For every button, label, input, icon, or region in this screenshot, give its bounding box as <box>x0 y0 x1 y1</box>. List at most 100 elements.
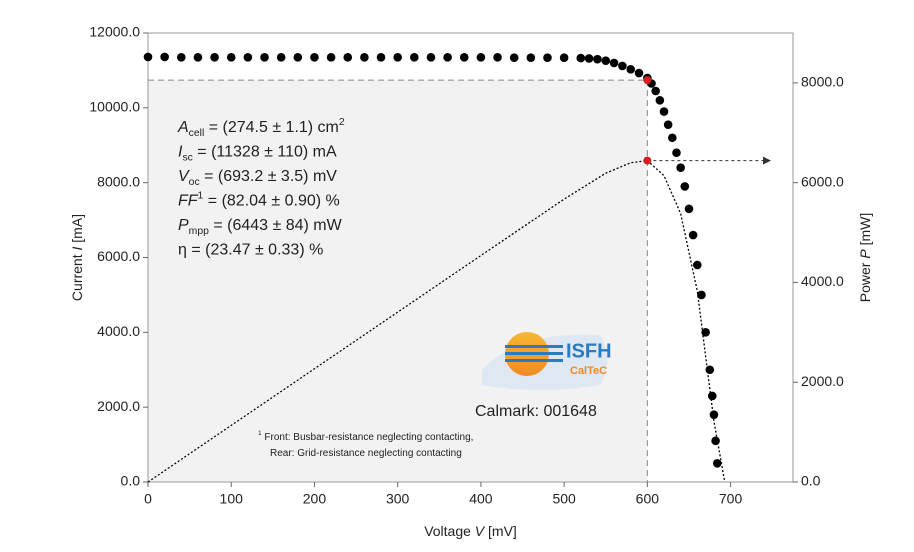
logo-stripe <box>505 352 563 355</box>
power-curve <box>147 159 726 483</box>
iv-point <box>260 53 269 62</box>
iv-point <box>684 204 694 214</box>
iv-point <box>326 53 336 62</box>
annotation-part: A <box>177 119 189 136</box>
annotation: Voc = (693.2 ± 3.5) mV <box>178 168 337 188</box>
iv-point <box>655 96 665 105</box>
x-tick-label: 100 <box>220 491 244 507</box>
iv-point <box>680 182 690 191</box>
iv-point <box>609 58 619 68</box>
logo-stripe <box>505 345 563 348</box>
y2-tick-label: 8000.0 <box>801 74 844 90</box>
y-tick-label: 10000.0 <box>89 99 140 115</box>
annotation-part: 1 <box>198 191 204 202</box>
iv-point <box>343 53 353 62</box>
iv-point <box>426 53 436 62</box>
y2-axis-title: Power P [mW] <box>857 213 873 302</box>
logo-name: ISFH <box>566 340 612 362</box>
annotation-part: η = (23.47 ± 0.33) % <box>178 242 323 259</box>
annotation-part: cell <box>189 128 205 139</box>
footnote-part: 1 <box>258 430 262 437</box>
iv-point <box>509 53 519 62</box>
y-axis-title-part: I <box>69 246 85 250</box>
y2-tick-label: 6000.0 <box>801 173 844 189</box>
iv-point <box>707 391 717 401</box>
iv-point <box>676 163 685 172</box>
annotation-part: sc <box>182 153 192 164</box>
iv-point <box>526 53 536 62</box>
annotation-part: 2 <box>339 117 345 128</box>
x-tick-label: 500 <box>552 491 576 507</box>
iv-point <box>543 53 552 62</box>
annotation: FF1 = (82.04 ± 0.90) % <box>178 191 340 210</box>
annotation-part: = (693.2 ± 3.5) mV <box>200 168 338 185</box>
x-tick-label: 600 <box>636 491 660 507</box>
y-tick-label: 4000.0 <box>97 323 140 339</box>
iv-point <box>688 230 698 240</box>
iv-point <box>376 53 386 62</box>
iv-point <box>459 53 469 62</box>
y2-axis-title-part: Power <box>857 259 873 303</box>
iv-point <box>576 53 586 63</box>
annotation-part: P <box>178 217 189 234</box>
calmark: Calmark: 001648 <box>475 403 597 420</box>
footnote-part: Rear: Grid-resistance neglecting contact… <box>270 448 462 459</box>
iv-point <box>634 68 644 78</box>
y-axis-title-part: [mA] <box>69 214 85 247</box>
logo-sub: CalTeC <box>570 365 607 377</box>
annotation-part: = (82.04 ± 0.90) % <box>203 193 339 210</box>
iv-point <box>360 53 369 62</box>
y-tick-label: 0.0 <box>121 473 141 489</box>
iv-point <box>659 107 669 116</box>
x-tick-label: 400 <box>469 491 493 507</box>
iv-point <box>668 133 677 143</box>
iv-point <box>210 53 219 62</box>
iv-point <box>584 54 594 63</box>
logo-stripe <box>505 359 563 362</box>
iv-point <box>243 53 253 62</box>
y2-tick-label: 2000.0 <box>801 373 844 389</box>
x-axis-title: Voltage V [mV] <box>424 523 517 539</box>
iv-point <box>672 148 681 158</box>
y-tick-label: 2000.0 <box>97 398 140 414</box>
annotation: Pmpp = (6443 ± 84) mW <box>178 217 343 237</box>
y2-tick-label: 0.0 <box>801 473 821 489</box>
annotation-part: = (6443 ± 84) mW <box>209 217 343 234</box>
iv-point <box>160 52 169 62</box>
iv-point <box>443 53 452 62</box>
x-tick-label: 300 <box>386 491 410 507</box>
iv-point <box>626 64 636 74</box>
iv-point <box>601 56 611 65</box>
iv-point <box>593 54 602 64</box>
annotation-part: I <box>178 144 183 161</box>
iv-point <box>663 120 673 129</box>
iv-point <box>410 53 419 62</box>
iv-point <box>176 53 186 62</box>
iv-point <box>709 410 719 419</box>
annotation-part: V <box>178 168 190 185</box>
y-tick-label: 8000.0 <box>97 173 140 189</box>
iv-point <box>692 260 702 270</box>
iv-point <box>226 53 236 62</box>
iv-point <box>310 53 319 62</box>
x-axis-title-part: Voltage <box>424 523 475 539</box>
annotation-part: oc <box>189 177 200 188</box>
x-tick-label: 200 <box>303 491 327 507</box>
logo: ISFH CalTeC <box>482 332 612 390</box>
annotation-part: = (11328 ± 110) mA <box>193 144 337 161</box>
iv-point <box>705 365 715 375</box>
iv-point <box>697 290 706 300</box>
mpp-power-point <box>643 156 652 165</box>
y-axis-title: Current I [mA] <box>69 214 85 301</box>
x-axis-title-part: V <box>475 523 486 539</box>
y-tick-label: 6000.0 <box>97 248 140 264</box>
mpp-area <box>148 80 648 483</box>
iv-point <box>393 53 402 62</box>
y-tick-label: 12000.0 <box>89 24 140 40</box>
x-tick-label: 0 <box>144 491 152 507</box>
footnote: 1 Front: Busbar-resistance neglecting co… <box>258 430 473 442</box>
y2-tick-label: 4000.0 <box>801 273 844 289</box>
iv-point <box>493 53 502 62</box>
annotation-part: mpp <box>189 226 209 237</box>
